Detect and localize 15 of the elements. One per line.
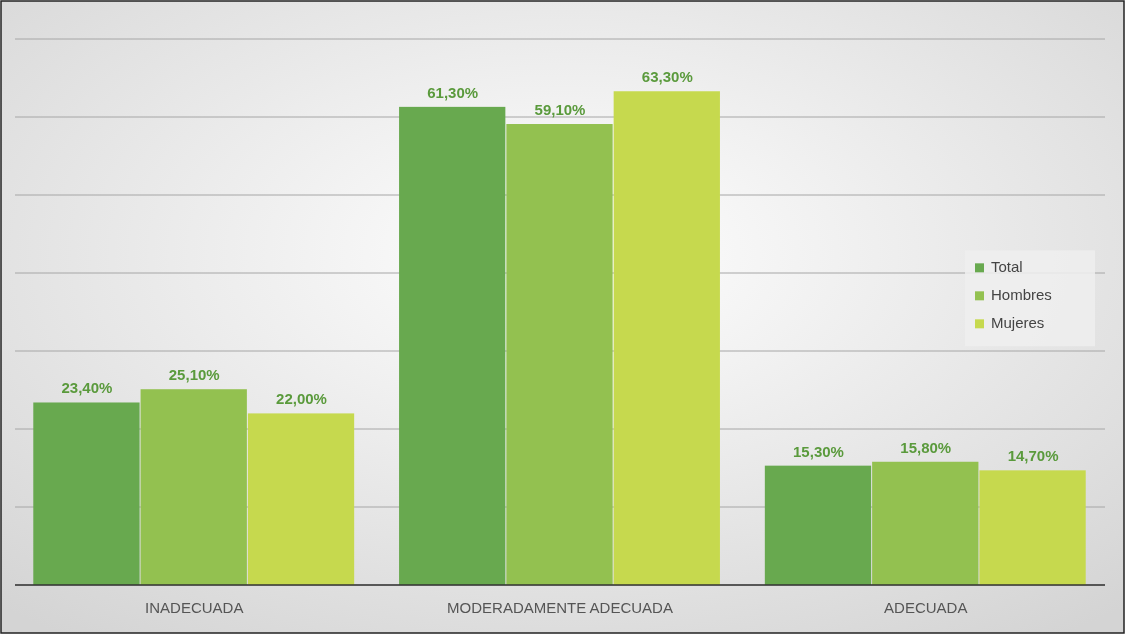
- data-label: 63,30%: [641, 68, 693, 86]
- data-label: 15,80%: [900, 438, 952, 456]
- data-label: 22,00%: [276, 390, 327, 408]
- data-label: 14,70%: [1007, 447, 1059, 465]
- data-label: 61,30%: [427, 83, 479, 101]
- legend-label: Total: [991, 258, 1023, 276]
- x-tick-label: ADECUADA: [884, 599, 968, 616]
- x-tick-label: INADECUADA: [145, 599, 244, 616]
- data-label: 59,10%: [534, 101, 586, 119]
- legend-label: Mujeres: [991, 314, 1045, 332]
- data-label: 25,10%: [168, 366, 220, 384]
- data-label: 23,40%: [61, 379, 113, 397]
- data-label: 15,30%: [793, 442, 844, 460]
- legend-label: Hombres: [991, 286, 1052, 304]
- x-tick-label: MODERADAMENTE ADECUADA: [447, 599, 673, 616]
